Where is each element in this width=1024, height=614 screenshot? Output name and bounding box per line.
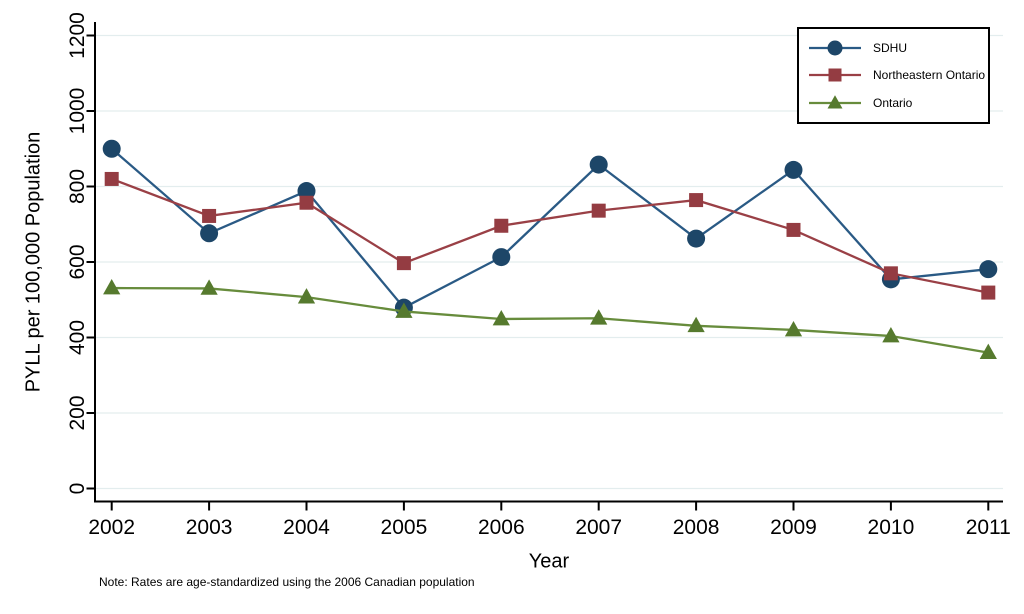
x-tick-label: 2010 [868,516,915,539]
legend-marker-circle-icon [809,40,861,56]
y-tick-label: 1000 [66,88,89,135]
x-tick-label: 2007 [575,516,622,539]
y-axis-ticks: 0 200 400 600 800 1000 1200 [66,12,95,494]
legend-box: SDHU Northeastern Ontario Ontario [797,27,990,124]
series-line-northeastern-ontario [111,177,989,294]
x-tick-label: 2002 [88,516,135,539]
chart-note: Note: Rates are age-standardized using t… [99,575,475,589]
x-tick-label: 2003 [186,516,233,539]
y-axis-title: PYLL per 100,000 Population [22,131,45,393]
legend-label-ontario: Ontario [873,96,913,111]
x-axis-title: Year [528,550,570,573]
y-tick-label: 0 [66,483,89,495]
legend-item-sdhu: SDHU [808,35,984,61]
x-tick-label: 2011 [966,516,1011,539]
y-tick-label: 1200 [66,12,89,59]
legend-item-northeastern-ontario: Northeastern Ontario [808,62,986,88]
x-tick-label: 2004 [283,516,330,539]
legend-item-ontario: Ontario [808,90,984,116]
series-northeastern-ontario [104,171,996,300]
series-line-ontario [111,286,989,354]
y-tick-label: 200 [66,395,89,430]
y-tick-label: 800 [66,169,89,204]
legend-label-sdhu: SDHU [873,40,908,55]
x-tick-label: 2008 [673,516,720,539]
series-line-sdhu [110,147,989,310]
series-ontario [103,279,997,359]
legend-label-northeastern-ontario: Northeastern Ontario [873,68,986,83]
legend-marker-square-icon [809,68,861,82]
y-tick-label: 400 [66,320,89,355]
x-axis-ticks: 2002 2003 2004 2005 2006 2007 2008 2009 2010 2011 [88,501,1011,539]
x-tick-label: 2006 [478,516,525,539]
x-tick-label: 2009 [770,516,817,539]
x-tick-label: 2005 [381,516,428,539]
legend-marker-triangle-icon [809,95,861,109]
gridlines [95,34,1003,490]
y-tick-label: 600 [66,244,89,279]
